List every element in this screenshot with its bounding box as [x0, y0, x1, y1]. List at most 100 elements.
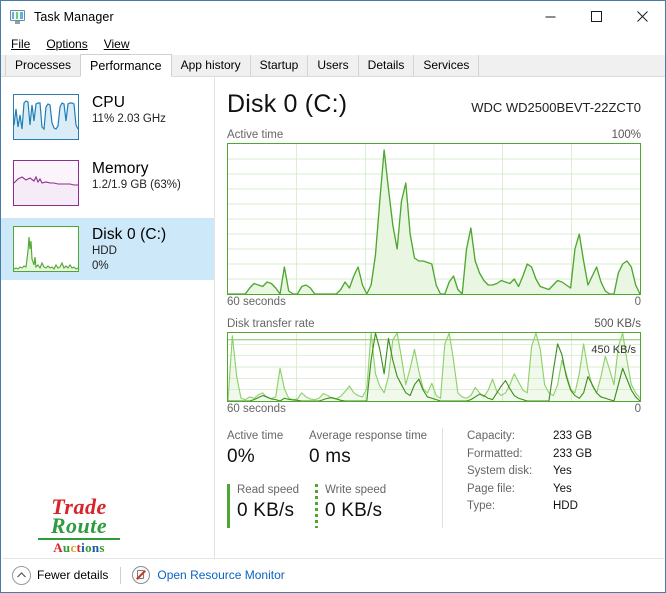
- info-row-capacity: Capacity: 233 GB: [467, 428, 641, 446]
- write-speed-stat: Write speed 0 KB/s: [315, 482, 402, 528]
- write-speed-legend-marker: [315, 484, 319, 528]
- disk-thumbnail-graph: [13, 226, 79, 272]
- watermark-letter: A: [53, 540, 63, 555]
- open-resource-monitor-link[interactable]: Open Resource Monitor: [157, 568, 285, 582]
- menu-view[interactable]: View: [104, 37, 130, 51]
- transfer-rate-graph-max: 500 KB/s: [594, 318, 641, 330]
- info-value-capacity: 233 GB: [553, 430, 592, 442]
- transfer-rate-x-right: 0: [634, 403, 641, 415]
- active-time-x-left: 60 seconds: [227, 296, 286, 308]
- trade-route-auctions-watermark: Trade Route Auctions: [36, 496, 122, 554]
- task-manager-icon: [10, 10, 26, 24]
- info-row-type: Type: HDD: [467, 498, 641, 516]
- menu-bar: File Options View: [1, 33, 665, 55]
- tab-services[interactable]: Services: [413, 55, 480, 76]
- info-row-system-disk: System disk: Yes: [467, 463, 641, 481]
- transfer-rate-x-left: 60 seconds: [227, 403, 286, 415]
- info-value-page-file: Yes: [553, 482, 572, 495]
- menu-view-label: View: [103, 37, 130, 51]
- page-title: Disk 0 (C:): [227, 90, 348, 118]
- tab-startup[interactable]: Startup: [249, 55, 309, 76]
- stats-divider: [442, 428, 443, 528]
- sidebar-cpu-sub: 11% 2.03 GHz: [92, 113, 166, 125]
- info-key-type: Type:: [467, 500, 496, 512]
- cpu-thumbnail-graph: [13, 94, 79, 140]
- read-speed-label: Read speed: [237, 484, 300, 496]
- info-value-formatted: 233 GB: [553, 447, 592, 460]
- active-time-graph-max: 100%: [611, 129, 641, 141]
- avg-response-stat: Average response time 0 ms: [309, 428, 439, 470]
- fewer-details-button[interactable]: Fewer details: [37, 568, 108, 582]
- tab-processes[interactable]: Processes: [5, 55, 82, 76]
- content-area: CPU 11% 2.03 GHz Memory 1.2/1.9 GB (63%): [1, 77, 665, 558]
- sidebar-disk-sub1: HDD: [92, 245, 117, 257]
- fewer-details-label: Fewer details: [37, 568, 109, 582]
- avg-response-stat-label: Average response time: [309, 430, 428, 442]
- device-header: Disk 0 (C:) WDC WD2500BEVT-22ZCT0: [227, 89, 641, 119]
- menu-options-label: Options: [46, 37, 88, 51]
- avg-response-stat-value: 0 ms: [309, 446, 351, 467]
- tab-performance[interactable]: Performance: [80, 54, 172, 77]
- active-time-graph-labels: Active time 100%: [227, 129, 641, 141]
- tab-app-history[interactable]: App history: [170, 55, 251, 76]
- active-time-graph-label: Active time: [227, 129, 284, 141]
- menu-options[interactable]: Options: [46, 37, 87, 51]
- tab-users[interactable]: Users: [307, 55, 359, 76]
- active-time-stat: Active time 0%: [227, 428, 309, 470]
- chevron-up-icon[interactable]: [12, 565, 31, 585]
- active-time-graph[interactable]: [227, 143, 641, 295]
- sidebar-memory-sub: 1.2/1.9 GB (63%): [92, 179, 181, 191]
- sidebar-item-cpu[interactable]: CPU 11% 2.03 GHz: [1, 86, 214, 148]
- sidebar-disk-sub2: 0%: [92, 260, 109, 272]
- maximize-button[interactable]: [573, 1, 619, 32]
- transfer-rate-graph-label: Disk transfer rate: [227, 318, 315, 330]
- info-value-system-disk: Yes: [553, 465, 572, 477]
- device-model: WDC WD2500BEVT-22ZCT0: [471, 100, 641, 115]
- menu-file[interactable]: File: [11, 37, 30, 51]
- write-speed-label: Write speed: [325, 484, 387, 496]
- active-time-graph-svg: [228, 144, 640, 294]
- watermark-line-3: Auctions: [36, 541, 122, 554]
- info-key-system-disk: System disk:: [467, 465, 533, 477]
- transfer-rate-peak-annotation: 450 KB/s: [591, 344, 636, 356]
- memory-thumbnail-graph: [13, 160, 79, 206]
- info-key-formatted: Formatted:: [467, 447, 523, 460]
- info-value-type: HDD: [553, 500, 578, 512]
- footer-separator: [120, 566, 122, 584]
- sidebar-item-disk[interactable]: Disk 0 (C:) HDD 0%: [1, 218, 214, 280]
- sidebar-memory-title: Memory: [92, 160, 149, 177]
- watermark-letter: c: [70, 540, 77, 555]
- tab-details[interactable]: Details: [357, 55, 415, 76]
- stats-speed-row: Read speed 0 KB/s Write speed 0 KB/s: [227, 482, 442, 528]
- performance-detail-panel: Disk 0 (C:) WDC WD2500BEVT-22ZCT0 Active…: [215, 77, 665, 558]
- disk-info-list: Capacity: 233 GB Formatted: 233 GB Syste…: [461, 428, 641, 528]
- menu-file-label: File: [11, 37, 31, 51]
- read-speed-value: 0 KB/s: [237, 500, 295, 521]
- transfer-rate-axis: 60 seconds 0: [227, 403, 641, 415]
- write-speed-value: 0 KB/s: [325, 500, 383, 521]
- transfer-rate-graph[interactable]: 450 KB/s: [227, 332, 641, 402]
- title-bar: Task Manager: [1, 1, 665, 33]
- resource-monitor-icon[interactable]: [132, 566, 151, 584]
- sidebar-cpu-title: CPU: [92, 94, 126, 111]
- sidebar-item-memory[interactable]: Memory 1.2/1.9 GB (63%): [1, 152, 214, 214]
- window-title: Task Manager: [34, 10, 114, 24]
- stats-top-row: Active time 0% Average response time 0 m…: [227, 428, 442, 470]
- watermark-letter: o: [85, 540, 92, 555]
- resource-sidebar: CPU 11% 2.03 GHz Memory 1.2/1.9 GB (63%): [1, 77, 215, 558]
- active-time-stat-label: Active time: [227, 430, 284, 442]
- transfer-rate-graph-labels: Disk transfer rate 500 KB/s: [227, 318, 641, 330]
- footer-bar: Fewer details Open Resource Monitor: [2, 558, 664, 591]
- read-speed-legend-marker: [227, 484, 230, 528]
- close-button[interactable]: [619, 1, 665, 32]
- watermark-letter: s: [99, 540, 105, 555]
- info-row-page-file: Page file: Yes: [467, 481, 641, 499]
- info-key-capacity: Capacity:: [467, 430, 515, 442]
- minimize-button[interactable]: [527, 1, 573, 32]
- watermark-letter: u: [62, 540, 71, 555]
- watermark-line-1: Trade: [51, 494, 107, 519]
- info-key-page-file: Page file:: [467, 482, 515, 495]
- active-time-stat-value: 0%: [227, 446, 255, 467]
- watermark-line-2: Route: [50, 513, 108, 538]
